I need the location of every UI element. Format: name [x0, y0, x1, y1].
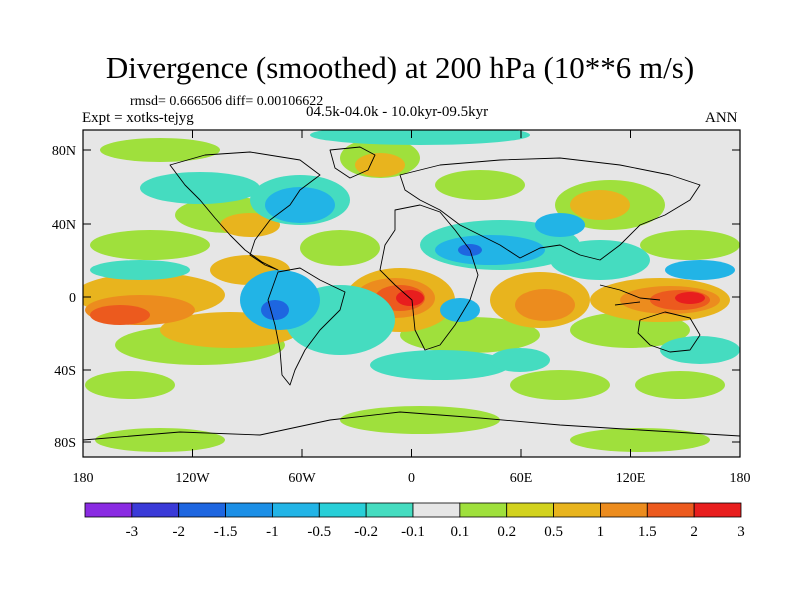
colorbar-swatch [412, 502, 461, 518]
colorbar-label: -0.5 [307, 524, 331, 540]
colorbar-swatch [365, 502, 414, 518]
lon-tick-label: 180 [73, 471, 94, 486]
eurasia-coast [399, 157, 701, 261]
period-label: 04.5k-04.0k - 10.0kyr-09.5kyr [306, 104, 489, 120]
colorbar-label: -2 [172, 524, 185, 540]
colorbar-label: 0.5 [544, 524, 563, 540]
colorbar-swatch [646, 502, 695, 518]
lon-tick-label: 60E [510, 471, 533, 486]
lon-tick-label: 120W [175, 471, 210, 486]
lon-tick-label: 180 [730, 471, 751, 486]
colorbar-swatch [178, 502, 226, 518]
colorbar-swatch [600, 502, 648, 518]
lat-tick-label: 80S [54, 436, 76, 451]
lon-tick-label: 60W [288, 471, 316, 486]
colorbar-label: 0.2 [497, 524, 516, 540]
colorbar-swatch [506, 502, 554, 518]
colorbar-label: 1.5 [638, 524, 657, 540]
axis-ticks [82, 130, 741, 457]
colorbar-label: 0.1 [450, 524, 469, 540]
colorbar-swatch [131, 502, 180, 518]
lat-tick-label: 80N [52, 144, 76, 159]
australia-coast [637, 311, 701, 353]
maritime-continent-coast [599, 284, 661, 306]
colorbar-swatch [693, 502, 742, 518]
rmsd-diff-stats: rmsd= 0.666506 diff= 0.00106622 [130, 94, 324, 109]
colorbar-label: -1 [266, 524, 279, 540]
colorbar-swatch [84, 502, 133, 518]
colorbar-label: 1 [597, 524, 605, 540]
colorbar-swatch [553, 502, 601, 518]
colorbar-label: 2 [690, 524, 698, 540]
colorbar-label: -0.2 [354, 524, 378, 540]
colorbar-swatch [459, 502, 508, 518]
greenland-coast [329, 146, 376, 179]
colorbar-label: -3 [126, 524, 139, 540]
moderate-negative-regions [240, 187, 735, 330]
lon-tick-label: 120E [616, 471, 646, 486]
coastlines [83, 146, 740, 441]
lat-tick-label: 0 [69, 291, 76, 306]
lon-tick-label: 0 [408, 471, 415, 486]
colorbar-swatch [225, 502, 273, 518]
colorbar-swatch [272, 502, 320, 518]
divergence-field [83, 130, 740, 457]
axis-tick-labels: 80N 40N 0 40S 80S 180 120W 60W 0 60E 120E 180 [52, 144, 751, 486]
europe-africa-coast [379, 204, 479, 351]
colorbar-label: 3 [737, 524, 745, 540]
south-america-coast [267, 267, 346, 386]
plot-title: Divergence (smoothed) at 200 hPa (10**6 … [105, 50, 695, 85]
colorbar: -3 -2 -1.5 -1 -0.5 -0.2 -0.1 0.1 0.2 0.5 1 1.5 2 3 [84, 502, 745, 540]
north-america-coast [169, 151, 321, 271]
colorbar-label: -1.5 [214, 524, 238, 540]
season-label: ANN [705, 110, 738, 126]
colorbar-label: -0.1 [401, 524, 425, 540]
experiment-label: Expt = xotks-tejyg [82, 110, 194, 126]
lat-tick-label: 40S [54, 364, 76, 379]
lat-tick-label: 40N [52, 218, 76, 233]
antarctica-coast [83, 411, 740, 441]
colorbar-swatch [318, 502, 367, 518]
